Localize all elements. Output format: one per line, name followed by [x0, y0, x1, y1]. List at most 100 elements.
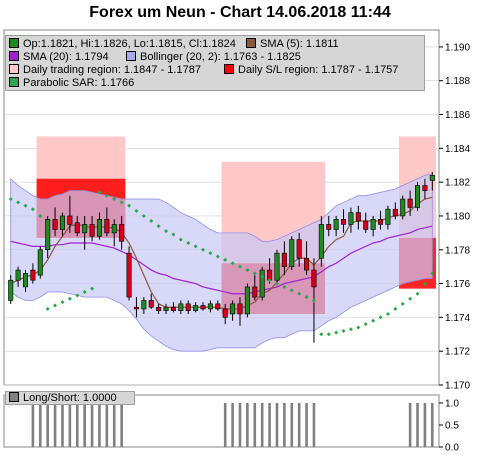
sar-point [223, 257, 228, 262]
candle-body [67, 215, 73, 225]
legend-sma20-label: SMA (20): 1.1794 [23, 51, 109, 63]
candle-body [215, 303, 221, 310]
candle-body [156, 306, 162, 311]
candle-body [274, 252, 280, 281]
legend-ohlc: Op:1.1821, Hi:1.1826, Lo:1.1815, Cl:1.18… [9, 38, 236, 50]
sar-point [326, 332, 331, 337]
sma5-line [10, 196, 433, 310]
legend-sma20: SMA (20): 1.1794 [9, 51, 109, 63]
sar-layer [8, 190, 435, 337]
sar-point [171, 232, 176, 237]
candle-body [370, 219, 376, 230]
candle-body [429, 175, 435, 181]
candle-body [222, 308, 228, 318]
candle-body [252, 286, 258, 298]
sar-point [422, 281, 427, 286]
longshort-bar [120, 403, 123, 447]
candle-body [348, 212, 354, 225]
longshort-bar [423, 403, 427, 447]
legend-swatch [9, 38, 19, 48]
longshort-bar [312, 403, 316, 447]
sar-point [90, 286, 95, 291]
sar-point [252, 271, 257, 276]
candle-body [89, 224, 95, 237]
candle-body [341, 219, 347, 225]
candle-body [422, 185, 428, 191]
legend-swatch [9, 77, 19, 87]
longshort-bar [68, 403, 72, 447]
longshort-bar [305, 403, 308, 447]
sub-tick-label: 0.5 [445, 421, 459, 432]
sar-point [112, 197, 117, 202]
candle-body [326, 224, 332, 230]
longshort-bar [98, 403, 101, 447]
candle-body [400, 198, 406, 217]
candle-body [407, 198, 413, 208]
candle-body [304, 257, 310, 271]
y-tick-label: 1.170 [445, 381, 470, 392]
sar-point [319, 332, 324, 337]
legend-sma5: SMA (5): 1.1811 [246, 38, 339, 50]
candle-body [141, 300, 147, 310]
candle-body [414, 185, 421, 208]
sar-point [134, 208, 139, 213]
sar-point [60, 300, 65, 305]
candle-body [230, 303, 236, 315]
sar-point [289, 288, 294, 293]
legend-longshort: Long/Short: 1.0000 [9, 392, 117, 404]
y-tick-label: 1.180 [445, 211, 470, 222]
candle-body [385, 208, 391, 225]
sar-point [82, 290, 87, 295]
candle-body [163, 306, 169, 311]
sar-point [363, 322, 368, 327]
sar-point [104, 193, 109, 198]
legend-bollinger: Bollinger (20, 2): 1.1763 - 1.1825 [126, 51, 301, 63]
y-tick-label: 1.188 [445, 76, 470, 87]
sar-point [430, 271, 435, 276]
candle-body [59, 215, 65, 230]
sar-point [356, 325, 361, 330]
candle-body [259, 269, 265, 298]
legend-swatch [126, 51, 136, 61]
sar-point [400, 301, 405, 306]
y-tick-label: 1.190 [445, 42, 470, 53]
sar-point [393, 306, 398, 311]
candle-body [392, 208, 398, 217]
sar-point [201, 247, 206, 252]
longshort-bar [75, 403, 79, 447]
longshort-bar [83, 403, 86, 447]
candle-body [37, 249, 43, 276]
candle-body [289, 239, 295, 267]
candle-body [318, 224, 324, 259]
candle-body [45, 219, 51, 251]
sar-point [245, 268, 250, 273]
sar-point [30, 207, 35, 212]
longshort-bar [112, 403, 116, 447]
longshort-bar [253, 403, 257, 447]
candle-body [200, 305, 206, 310]
candle-body [296, 239, 302, 259]
legend-longshort-label: Long/Short: 1.0000 [23, 392, 117, 404]
candles-layer [8, 172, 435, 343]
candle-body [111, 224, 117, 234]
legend-trading-region: Daily trading region: 1.1847 - 1.1787 [9, 64, 201, 76]
sar-point [8, 197, 13, 202]
candle-body [119, 224, 125, 242]
sar-point [67, 296, 72, 301]
y-tick-label: 1.176 [445, 279, 470, 290]
sub-tick-label: 1.0 [445, 399, 459, 410]
sar-point [75, 293, 80, 298]
legend-trading-region-label: Daily trading region: 1.1847 - 1.1787 [23, 64, 201, 76]
candle-body [74, 222, 80, 234]
legend-swatch [9, 64, 19, 74]
candle-body [8, 279, 14, 301]
candle-body [170, 306, 176, 311]
candle-body [96, 219, 102, 237]
candle-body [281, 252, 287, 267]
longshort-bar [246, 403, 249, 447]
sar-point [141, 213, 146, 218]
sar-point [53, 303, 58, 308]
candle-body [207, 303, 213, 310]
sar-point [208, 251, 213, 256]
sar-point [45, 306, 50, 311]
